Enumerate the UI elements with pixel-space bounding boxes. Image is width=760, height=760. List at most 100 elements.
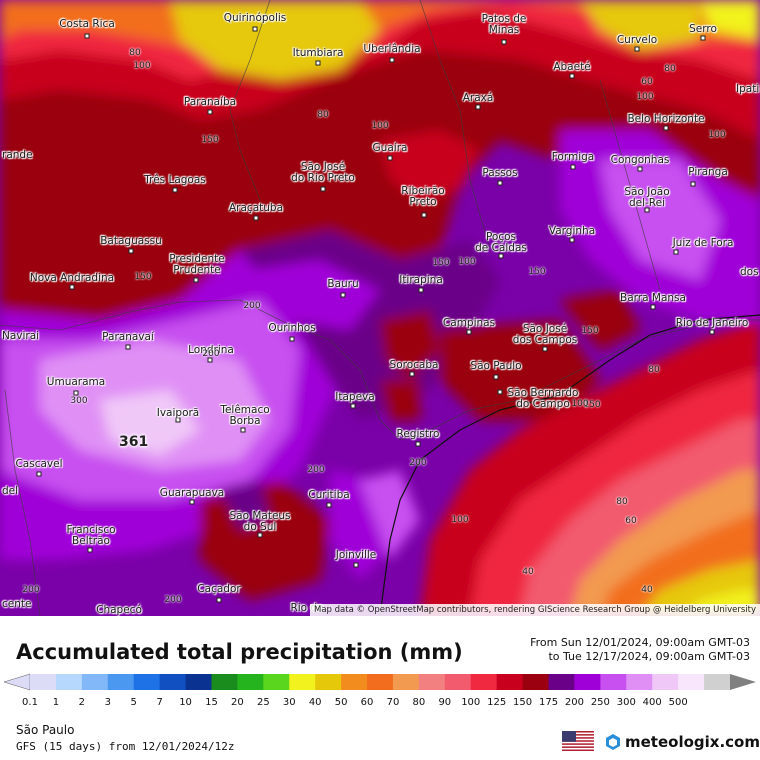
city-label: Três Lagoas <box>144 174 206 186</box>
contour-label: 150 <box>134 272 152 282</box>
city-label: dos <box>740 266 759 278</box>
city-label: cente <box>2 598 32 610</box>
city-label: Itirapina <box>399 274 443 286</box>
brand-link[interactable]: meteologix.com <box>604 730 760 754</box>
scale-tick-label: 30 <box>283 697 296 708</box>
scale-tick-label: 0.1 <box>22 697 38 708</box>
contour-label: 150 <box>432 258 450 268</box>
legend-panel: Accumulated total precipitation (mm) Fro… <box>0 616 760 760</box>
contour-label: 60 <box>625 516 637 526</box>
period-to: to Tue 12/17/2024, 09:00am GMT-03 <box>548 650 750 663</box>
scale-tick-label: 175 <box>539 697 558 708</box>
city-label: Araxá <box>462 92 494 104</box>
city-label: Presidente Prudente <box>169 253 225 276</box>
city-label: São José dos Campos <box>512 323 578 346</box>
scale-swatch <box>341 674 368 690</box>
city-label: Belo Horizonte <box>627 113 705 125</box>
city-label: São Paulo <box>470 360 522 372</box>
city-label: Ourinhos <box>268 322 316 334</box>
city-label: Sorocaba <box>389 359 439 371</box>
scale-swatch <box>237 674 264 690</box>
period-from: From Sun 12/01/2024, 09:00am GMT-03 <box>530 636 750 649</box>
city-label: Paranavaí <box>102 331 154 343</box>
city-label: Cascavel <box>15 458 63 470</box>
max-value-label: 361 <box>119 434 149 450</box>
scale-tick-label: 125 <box>487 697 506 708</box>
scale-swatch <box>367 674 394 690</box>
contour-label: 100 <box>458 257 476 267</box>
city-label: Abaeté <box>553 61 591 73</box>
city-label: Itumbiara <box>292 47 344 59</box>
city-label: Congonhas <box>610 154 670 166</box>
city-label: São José do Rio Preto <box>291 161 355 184</box>
city-label: Araçatuba <box>228 202 284 214</box>
scale-swatch <box>30 674 57 690</box>
scale-tick-label: 15 <box>205 697 218 708</box>
contour-label: 100 <box>708 130 726 140</box>
city-label: Chapecó <box>96 604 142 616</box>
scale-tick-label: 500 <box>669 697 688 708</box>
contour-label: 200 <box>409 458 427 468</box>
city-label: Serro <box>689 23 717 35</box>
contour-label: 40 <box>522 567 534 577</box>
scale-tick-label: 150 <box>513 697 532 708</box>
scale-swatch <box>263 674 290 690</box>
scale-tick-label: 200 <box>565 697 584 708</box>
region-name: São Paulo <box>16 723 75 737</box>
us-flag-icon[interactable] <box>562 731 594 751</box>
scale-swatch <box>444 674 472 690</box>
city-label: Uberlândia <box>363 43 421 55</box>
city-label: Guarapuava <box>159 487 225 499</box>
scale-swatch <box>522 674 550 690</box>
contour-label: 150 <box>528 267 546 277</box>
city-label: rande <box>2 149 33 161</box>
precipitation-map[interactable]: Costa Rica Quirinópolis Itumbiara Uberlâ… <box>0 0 760 616</box>
city-label: São João del-Rei <box>624 186 670 209</box>
city-label: del <box>2 485 19 497</box>
scale-tick-label: 250 <box>591 697 610 708</box>
scale-arrow-left <box>3 673 31 691</box>
scale-swatch <box>548 674 575 690</box>
city-label: Curitiba <box>308 489 350 501</box>
contour-label: 300 <box>70 396 88 406</box>
contour-label: 100 <box>371 121 389 131</box>
contour-label: 100 <box>636 92 654 102</box>
precipitation-field <box>0 0 760 616</box>
scale-swatch <box>574 674 601 690</box>
contour-label: 60 <box>641 77 653 87</box>
scale-swatch <box>704 674 731 690</box>
contour-label: 100 <box>451 515 469 525</box>
scale-swatch <box>185 674 212 690</box>
city-label: Rio do <box>290 602 324 614</box>
city-label: Bataguassu <box>100 235 162 247</box>
city-label: Quirinópolis <box>223 12 287 24</box>
contour-label: 80 <box>616 497 628 507</box>
scale-tick-label: 60 <box>361 697 374 708</box>
scale-tick-label: 1 <box>53 697 59 708</box>
city-label: Joinville <box>335 549 377 561</box>
city-label: Guaíra <box>372 142 408 154</box>
scale-swatch <box>678 674 705 690</box>
city-label: Barra Mansa <box>620 292 686 304</box>
scale-swatch <box>211 674 238 690</box>
city-label: Ivaiporã <box>156 407 200 419</box>
scale-swatch <box>496 674 524 690</box>
city-label: Costa Rica <box>59 18 115 30</box>
model-run-info: GFS (15 days) from 12/01/2024/12z <box>16 740 235 753</box>
scale-swatch <box>55 674 83 690</box>
scale-tick-label: 90 <box>438 697 451 708</box>
scale-swatch <box>418 674 446 690</box>
city-label: Formiga <box>551 151 595 163</box>
city-label: Curvelo <box>616 34 658 46</box>
scale-tick-label: 20 <box>231 697 244 708</box>
city-label: Caçador <box>197 583 241 595</box>
city-label: Bauru <box>327 278 359 290</box>
scale-tick-label: 50 <box>335 697 348 708</box>
city-label: Navirai <box>2 330 40 342</box>
city-label: Juiz de Fora <box>672 237 734 249</box>
scale-tick-label: 100 <box>461 697 480 708</box>
city-label: Poços de Caldas <box>475 231 527 254</box>
contour-label: 40 <box>641 585 653 595</box>
forecast-period: From Sun 12/01/2024, 09:00am GMT-03 to T… <box>530 636 750 664</box>
contour-label: 80 <box>317 110 329 120</box>
